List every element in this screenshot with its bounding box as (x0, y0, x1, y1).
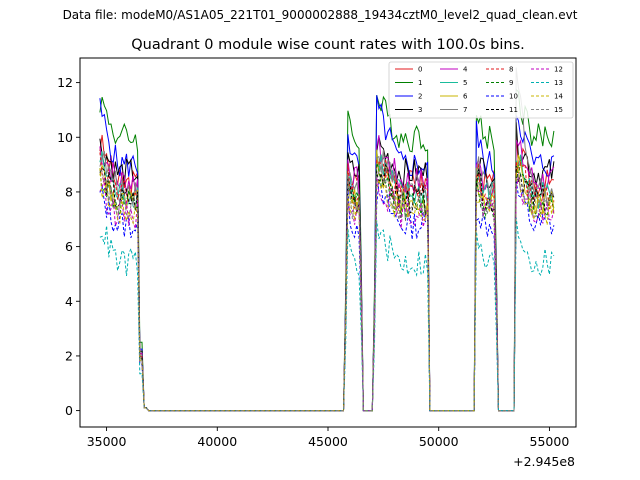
y-tick-label: 12 (57, 75, 73, 90)
legend-label-6: 6 (463, 93, 468, 101)
legend-label-2: 2 (418, 93, 422, 101)
y-tick-label: 10 (57, 130, 73, 145)
series-layer (99, 67, 555, 412)
legend-label-10: 10 (509, 93, 518, 101)
legend-label-1: 1 (418, 79, 422, 87)
y-tick-label: 8 (65, 184, 73, 199)
y-tick-label: 4 (65, 294, 73, 309)
legend-label-11: 11 (509, 106, 518, 114)
x-tick-label: 40000 (197, 434, 237, 449)
x-tick-label: 45000 (308, 434, 348, 449)
y-tick-label: 2 (65, 348, 73, 363)
legend-box (388, 61, 574, 119)
legend-label-13: 13 (554, 79, 563, 87)
x-offset-label: +2.945e8 (513, 454, 575, 469)
legend-label-7: 7 (463, 106, 467, 114)
legend-label-5: 5 (463, 79, 467, 87)
legend-label-14: 14 (554, 93, 563, 101)
legend-label-8: 8 (509, 66, 513, 74)
series-line-15 (99, 165, 555, 412)
x-axis: 35000 40000 45000 50000 55000 (87, 427, 570, 449)
legend-label-4: 4 (463, 66, 468, 74)
legend-label-9: 9 (509, 79, 513, 87)
x-tick-label: 35000 (87, 434, 127, 449)
legend-label-15: 15 (554, 106, 563, 114)
y-tick-label: 0 (65, 403, 73, 418)
y-tick-label: 6 (65, 239, 73, 254)
legend-label-12: 12 (554, 66, 563, 74)
legend-label-0: 0 (418, 66, 422, 74)
y-axis: 0 2 4 6 8 10 12 (57, 75, 80, 418)
chart-suptitle: Data file: modeM0/AS1A05_221T01_90000028… (63, 8, 578, 22)
chart-title: Quadrant 0 module wise count rates with … (131, 37, 525, 53)
legend-label-3: 3 (418, 106, 422, 114)
x-tick-label: 50000 (419, 434, 459, 449)
x-tick-label: 55000 (530, 434, 570, 449)
